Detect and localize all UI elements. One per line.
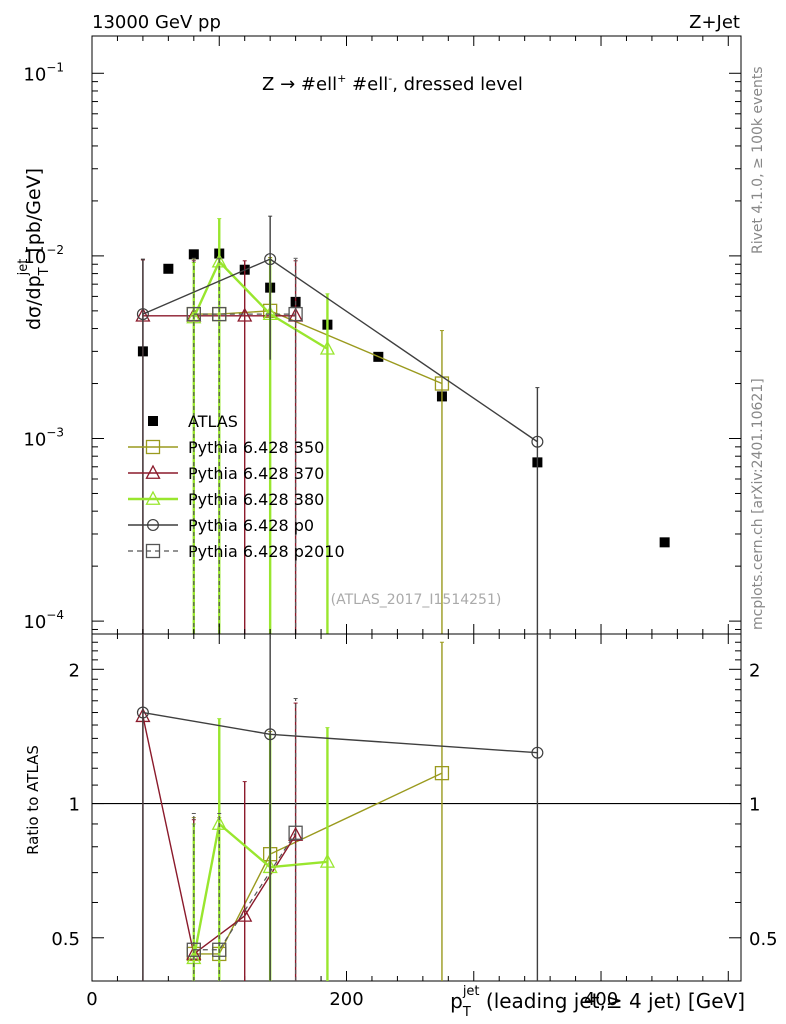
legend-marker bbox=[145, 464, 161, 479]
data-point bbox=[319, 853, 336, 868]
legend-marker bbox=[145, 439, 161, 455]
legend-marker bbox=[146, 518, 160, 532]
y-tick-label: 10−3 bbox=[23, 425, 64, 450]
mcplots-credit-label: mcplots.cern.ch [arXiv:2401.10621] bbox=[750, 378, 766, 630]
data-point bbox=[212, 306, 227, 322]
series-line bbox=[192, 259, 329, 350]
data-point bbox=[237, 307, 253, 322]
ratio-y-tick-label-left: 0.5 bbox=[51, 929, 80, 950]
data-point bbox=[212, 942, 227, 957]
legend-entry-atlas: ATLAS bbox=[148, 412, 238, 431]
legend-label: Pythia 6.428 380 bbox=[188, 490, 324, 509]
series-p2010-main bbox=[186, 257, 303, 634]
beam-label: 13000 GeV pp bbox=[92, 12, 221, 33]
legend-entry-p370: Pythia 6.428 370 bbox=[128, 464, 324, 483]
y-tick-label: 10−1 bbox=[23, 60, 64, 85]
legend-label: Pythia 6.428 350 bbox=[188, 438, 324, 457]
ratio-y-axis-label: Ratio to ATLAS bbox=[24, 745, 42, 855]
data-point bbox=[264, 728, 277, 741]
main-panel: 10−4 10−3 10−2 10−1 bbox=[23, 35, 742, 635]
data-point bbox=[531, 746, 544, 759]
legend: ATLAS Pythia 6.428 350 Pythia 6.428 370 Pyt… bbox=[128, 412, 345, 561]
data-point bbox=[211, 815, 227, 830]
data-point bbox=[288, 306, 303, 322]
data-point bbox=[434, 765, 450, 781]
data-point bbox=[288, 825, 303, 840]
series-line bbox=[192, 821, 328, 959]
data-point bbox=[319, 340, 336, 355]
data-point bbox=[136, 308, 149, 321]
series-p0-ratio bbox=[136, 634, 544, 981]
legend-marker bbox=[145, 490, 161, 505]
x-tick-label: 400 bbox=[584, 989, 618, 1010]
series-line bbox=[142, 258, 538, 443]
legend-marker bbox=[148, 416, 158, 426]
data-point bbox=[186, 942, 201, 957]
legend-entry-p2010: Pythia 6.428 p2010 bbox=[128, 542, 345, 561]
data-point bbox=[188, 249, 199, 260]
data-point bbox=[163, 263, 174, 274]
data-point bbox=[264, 253, 277, 266]
rivet-version-label: Rivet 4.1.0, ≥ 100k events bbox=[750, 66, 766, 254]
legend-entry-p350: Pythia 6.428 350 bbox=[128, 438, 324, 457]
data-point bbox=[659, 537, 670, 548]
ratio-y-tick-label-right: 1 bbox=[749, 795, 760, 816]
ratio-y-tick-label-left: 1 bbox=[69, 795, 80, 816]
y-tick-label: 10−2 bbox=[23, 243, 64, 268]
x-tick-label: 200 bbox=[329, 989, 363, 1010]
data-point bbox=[531, 435, 544, 448]
ratio-frame bbox=[91, 633, 742, 982]
data-point bbox=[186, 306, 201, 322]
y-tick-label: 10−4 bbox=[23, 608, 64, 633]
legend-label: Pythia 6.428 p0 bbox=[188, 516, 314, 535]
legend-entry-p380: Pythia 6.428 380 bbox=[128, 490, 324, 509]
process-label: Z+Jet bbox=[689, 12, 740, 33]
series-p2010-ratio bbox=[186, 698, 303, 981]
legend-label: Pythia 6.428 p2010 bbox=[188, 542, 345, 561]
legend-marker bbox=[145, 543, 161, 559]
plot-title: Z → #ell+ #ell-, dressed level bbox=[262, 72, 523, 95]
ratio-y-tick-label-right: 0.5 bbox=[749, 929, 778, 950]
legend-label: ATLAS bbox=[188, 412, 238, 431]
series-line bbox=[193, 832, 297, 951]
analysis-id-label: (ATLAS_2017_I1514251) bbox=[331, 592, 502, 608]
legend-entry-p0: Pythia 6.428 p0 bbox=[128, 516, 314, 535]
series-line bbox=[142, 711, 538, 754]
legend-label: Pythia 6.428 370 bbox=[188, 464, 324, 483]
series-line bbox=[193, 310, 443, 385]
x-axis-label: pTjet (leading jet,≥ 4 jet) [GeV] bbox=[450, 984, 745, 1020]
data-point bbox=[136, 706, 149, 719]
ratio-y-tick-label-left: 2 bbox=[69, 660, 80, 681]
x-tick-label: 0 bbox=[86, 989, 97, 1010]
ratio-y-tick-label-right: 2 bbox=[749, 660, 760, 681]
main-y-axis-label: dσ/dpTjet [pb/GeV] bbox=[16, 168, 52, 330]
ratio-panel: 0 200 400 0.5 0.5 1 1 2 2 bbox=[51, 36, 778, 1010]
